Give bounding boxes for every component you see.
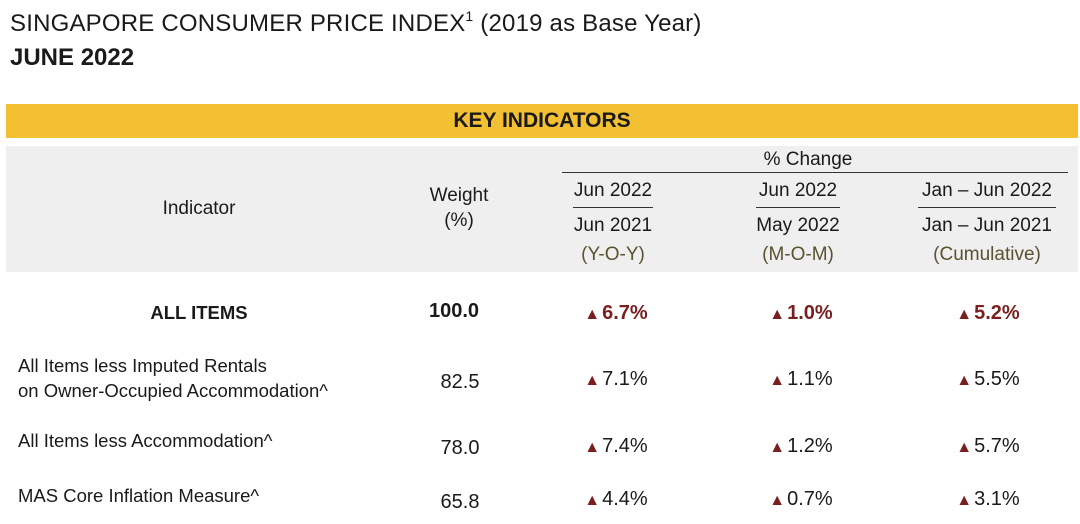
up-triangle-icon: ▲ [584,306,601,323]
table-row-weight: 100.0 [428,300,480,322]
header-cum-top: Jan – Jun 2022 [922,180,1052,201]
table-row-yoy: ▲ 4.4% [584,488,647,511]
up-triangle-icon: ▲ [956,306,973,323]
title-text: SINGAPORE CONSUMER PRICE INDEX [10,10,466,37]
table-row-cum: ▲ 5.5% [956,368,1019,391]
mom-value: 1.1% [787,368,833,390]
yoy-rule [573,207,653,208]
table-row-yoy: ▲ 6.7% [584,302,647,325]
header-indicator: Indicator [162,198,236,219]
table-row-label: ALL ITEMS [150,302,248,323]
up-triangle-icon: ▲ [584,439,601,456]
mom-value: 0.7% [787,488,833,510]
header-weight-unit: (%) [444,210,474,231]
header-yoy-note: (Y-O-Y) [581,244,645,265]
table-header [6,146,1078,272]
key-indicators-banner: KEY INDICATORS [6,104,1078,138]
page-subtitle: JUNE 2022 [10,44,135,71]
header-cum-bottom: Jan – Jun 2021 [922,215,1052,236]
header-cum-note: (Cumulative) [933,244,1041,265]
cum-value: 5.5% [974,368,1020,390]
header-yoy-top: Jun 2022 [573,180,653,201]
table-row-cum: ▲ 5.7% [956,435,1019,458]
table-row-cum: ▲ 5.2% [956,302,1019,325]
cum-value: 3.1% [974,488,1020,510]
up-triangle-icon: ▲ [584,372,601,389]
up-triangle-icon: ▲ [584,492,601,509]
mom-rule [756,207,840,208]
table-row-weight: 65.8 [440,491,480,513]
up-triangle-icon: ▲ [769,492,786,509]
table-row-label-line2: on Owner-Occupied Accommodation^ [18,380,328,401]
up-triangle-icon: ▲ [769,306,786,323]
table-row-yoy: ▲ 7.4% [584,435,647,458]
up-triangle-icon: ▲ [956,439,973,456]
header-mom-top: Jun 2022 [758,180,838,201]
up-triangle-icon: ▲ [956,492,973,509]
yoy-value: 7.1% [602,368,648,390]
table-row-mom: ▲ 0.7% [769,488,832,511]
table-row-mom: ▲ 1.0% [769,302,832,325]
cum-value: 5.2% [974,302,1020,324]
table-row-weight: 82.5 [440,371,480,393]
cum-value: 5.7% [974,435,1020,457]
header-mom-bottom: May 2022 [756,215,840,236]
mom-value: 1.2% [787,435,833,457]
cum-rule [918,207,1056,208]
table-row-label: All Items less Accommodation^ [18,430,273,451]
page-title: SINGAPORE CONSUMER PRICE INDEX1 (2019 as… [10,8,702,38]
up-triangle-icon: ▲ [956,372,973,389]
header-pct-change: % Change [763,149,853,170]
header-weight: Weight [429,185,489,206]
yoy-value: 6.7% [602,302,648,324]
table-row-mom: ▲ 1.1% [769,368,832,391]
header-yoy-bottom: Jun 2021 [573,215,653,236]
table-row-cum: ▲ 3.1% [956,488,1019,511]
table-row-label: MAS Core Inflation Measure^ [18,485,260,506]
mom-value: 1.0% [787,302,833,324]
yoy-value: 7.4% [602,435,648,457]
yoy-value: 4.4% [602,488,648,510]
table-row-weight: 78.0 [440,437,480,459]
header-mom-note: (M-O-M) [762,244,834,265]
up-triangle-icon: ▲ [769,372,786,389]
title-footnote: 1 [465,8,474,24]
up-triangle-icon: ▲ [769,439,786,456]
table-row-label: All Items less Imputed Rentals [18,355,267,376]
title-suffix: (2019 as Base Year) [480,10,702,37]
table-row-yoy: ▲ 7.1% [584,368,647,391]
pct-change-rule [562,172,1068,173]
table-row-mom: ▲ 1.2% [769,435,832,458]
